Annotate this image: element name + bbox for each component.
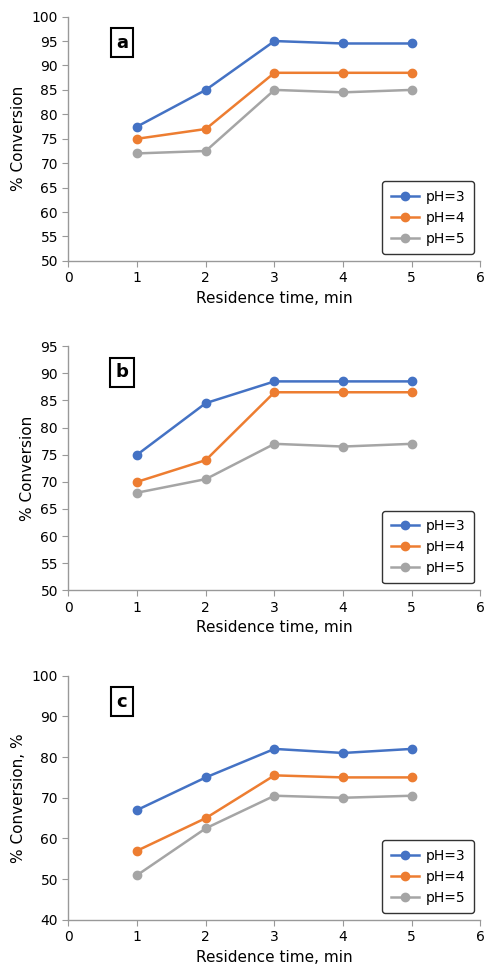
pH=5 [271,84,277,96]
Line: pH=3: pH=3 [133,37,416,131]
pH=5 [203,473,209,485]
pH=4 [271,67,277,79]
Legend: pH=3, pH=4, pH=5: pH=3, pH=4, pH=5 [382,510,474,584]
pH=5 [409,84,415,96]
pH=5 [340,792,346,803]
pH=4 [134,133,140,144]
X-axis label: Residence time, min: Residence time, min [196,621,353,635]
pH=3 [340,747,346,758]
X-axis label: Residence time, min: Residence time, min [196,950,353,965]
Line: pH=5: pH=5 [133,439,416,497]
Line: pH=5: pH=5 [133,86,416,157]
pH=3 [134,449,140,461]
pH=4 [340,67,346,79]
pH=4 [409,67,415,79]
pH=4 [271,386,277,398]
pH=3 [203,397,209,409]
pH=4 [409,772,415,784]
Line: pH=3: pH=3 [133,378,416,459]
pH=5 [134,870,140,881]
pH=3 [271,376,277,387]
pH=3 [340,38,346,50]
pH=3 [203,772,209,784]
X-axis label: Residence time, min: Residence time, min [196,291,353,305]
pH=3 [134,121,140,133]
pH=3 [271,743,277,754]
Text: a: a [116,34,128,52]
Line: pH=4: pH=4 [133,388,416,486]
Line: pH=5: pH=5 [133,792,416,879]
pH=4 [134,476,140,488]
pH=4 [203,123,209,135]
pH=4 [409,386,415,398]
Line: pH=4: pH=4 [133,68,416,142]
pH=5 [409,438,415,450]
pH=5 [409,790,415,801]
Y-axis label: % Conversion: % Conversion [11,86,26,191]
pH=5 [203,823,209,834]
pH=4 [340,386,346,398]
pH=5 [340,441,346,453]
pH=3 [271,35,277,47]
Line: pH=3: pH=3 [133,745,416,814]
pH=3 [203,84,209,96]
pH=5 [271,790,277,801]
pH=3 [409,38,415,50]
Legend: pH=3, pH=4, pH=5: pH=3, pH=4, pH=5 [382,182,474,254]
pH=5 [203,145,209,157]
pH=5 [134,487,140,499]
pH=4 [203,454,209,466]
Y-axis label: % Conversion: % Conversion [20,416,35,521]
Y-axis label: % Conversion, %: % Conversion, % [11,733,26,863]
Line: pH=4: pH=4 [133,771,416,855]
pH=3 [340,376,346,387]
pH=3 [409,743,415,754]
pH=3 [409,376,415,387]
pH=5 [340,87,346,99]
pH=5 [271,438,277,450]
Text: c: c [117,693,127,711]
Legend: pH=3, pH=4, pH=5: pH=3, pH=4, pH=5 [382,840,474,913]
pH=5 [134,147,140,159]
pH=4 [340,772,346,784]
pH=4 [134,845,140,857]
Text: b: b [116,363,128,382]
pH=3 [134,804,140,816]
pH=4 [203,812,209,824]
pH=4 [271,769,277,781]
